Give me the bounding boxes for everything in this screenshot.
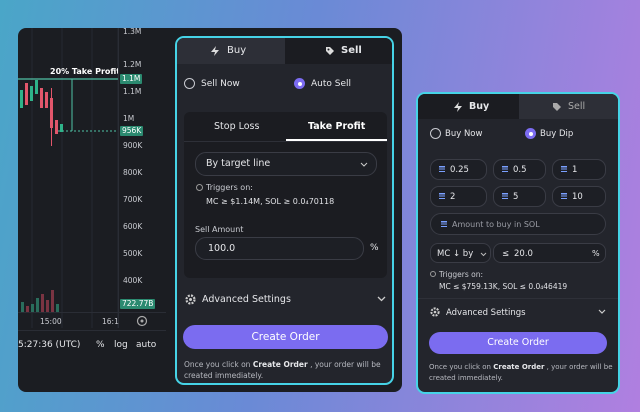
dip-operator: ≤: [502, 249, 510, 259]
note-text: Once you click on: [429, 363, 494, 371]
buy-tab[interactable]: Buy: [177, 38, 285, 64]
gear-icon: [185, 294, 196, 305]
mode-option[interactable]: Auto Sell: [311, 79, 352, 89]
price-label: 600K: [123, 222, 143, 231]
buy-panel: Buy Sell Buy Now Buy Dip 0.25 0.5 1 2 5 …: [416, 92, 620, 394]
info-icon: [196, 184, 203, 191]
triggers-title: Triggers on:: [206, 183, 253, 192]
amount-text: 0.5: [513, 165, 527, 175]
tab-label: Buy: [227, 45, 247, 56]
volume-bars: [21, 290, 59, 312]
time-label: 15:00: [40, 317, 62, 326]
radio[interactable]: [525, 128, 536, 139]
note-text: , your order will be created immediately…: [429, 363, 613, 382]
amount-option[interactable]: 5: [493, 186, 546, 207]
note-bold: Create Order: [493, 363, 545, 371]
mode-option[interactable]: Buy Dip: [540, 129, 574, 139]
divider: [18, 312, 166, 313]
radio[interactable]: [430, 128, 441, 139]
placeholder: Amount to buy in SOL: [452, 220, 540, 229]
amount-text: 0.25: [450, 165, 469, 175]
price-label: 1.3M: [123, 27, 142, 36]
divider: [418, 298, 618, 299]
take-profit-price: 1.1M: [120, 74, 143, 84]
current-price: 956K: [120, 126, 144, 136]
create-order-button[interactable]: Create Order: [183, 325, 388, 349]
auto-toggle[interactable]: auto: [136, 340, 157, 350]
percent-toggle[interactable]: %: [96, 340, 105, 350]
advanced-settings[interactable]: Advanced Settings: [446, 308, 526, 318]
volume-label: 722.77B: [120, 299, 156, 309]
price-label: 1.2M: [123, 60, 142, 69]
info-icon: [430, 271, 436, 277]
chevron[interactable]: [598, 309, 606, 314]
dip-input[interactable]: ≤ 20.0 %: [493, 243, 606, 263]
triggers-title: Triggers on:: [439, 270, 484, 279]
advanced-settings[interactable]: Advanced Settings: [202, 294, 291, 305]
tab-label: Sell: [568, 101, 586, 112]
amount-input[interactable]: Amount to buy in SOL: [430, 213, 606, 235]
mode-option[interactable]: Buy Now: [445, 129, 483, 139]
sell-tab[interactable]: Sell: [285, 38, 392, 64]
tab-label: Sell: [341, 45, 362, 56]
log-toggle[interactable]: log: [114, 340, 128, 350]
sell-tab[interactable]: Sell: [519, 94, 618, 119]
order-card: Stop Loss Take Profit By target line Tri…: [184, 112, 387, 278]
amount-option[interactable]: 0.25: [430, 159, 487, 180]
dip-value: 20.0: [514, 249, 533, 259]
price-label: 1.1M: [123, 87, 142, 96]
radio[interactable]: [184, 78, 195, 89]
mode-option[interactable]: Sell Now: [201, 79, 240, 89]
amount-text: 5: [513, 192, 519, 202]
buy-tab[interactable]: Buy: [418, 94, 519, 119]
subtab[interactable]: Take Profit: [308, 121, 366, 132]
divider: [18, 330, 166, 331]
note: Once you click on Create Order , your or…: [184, 359, 389, 381]
gear-icon: [430, 307, 440, 317]
dropdown-value: By target line: [206, 158, 271, 169]
amount-label: Sell Amount: [195, 225, 244, 234]
tab-label: Buy: [469, 101, 490, 112]
amount-text: 10: [572, 192, 583, 202]
price-label: 900K: [123, 141, 143, 150]
amount-option[interactable]: 10: [552, 186, 606, 207]
amount-value: 100.0: [208, 243, 236, 254]
dropdown[interactable]: By target line: [195, 152, 377, 176]
triggers-text: MC ≥ $1.14M, SOL ≥ 0.0₄70118: [206, 197, 335, 206]
dip-dropdown[interactable]: MC ↓ by: [430, 243, 491, 263]
price-label: 400K: [123, 276, 143, 285]
note-bold: Create Order: [252, 360, 308, 369]
amount-text: 2: [450, 192, 456, 202]
price-label: 1M: [123, 114, 135, 123]
radio[interactable]: [294, 78, 305, 89]
triggers-text: MC ≤ $759.13K, SOL ≤ 0.0₄46419: [439, 282, 568, 291]
dip-unit: %: [592, 249, 600, 258]
chevron[interactable]: [377, 296, 386, 302]
amount-option[interactable]: 2: [430, 186, 487, 207]
amount-unit: %: [370, 243, 379, 253]
create-order-button[interactable]: Create Order: [429, 332, 607, 354]
note-text: , your order will be created immediately…: [184, 360, 381, 380]
note-text: Once you click on: [184, 360, 253, 369]
amount-input[interactable]: 100.0: [195, 237, 364, 260]
candles: [20, 80, 63, 146]
price-label: 800K: [123, 168, 143, 177]
take-profit-label: 20% Take Profit: [50, 67, 121, 76]
subtab-underline: [286, 139, 387, 141]
time-label: 16:1: [102, 317, 119, 326]
price-label: 500K: [123, 249, 143, 258]
sell-panel: Buy Sell Sell Now Auto Sell Stop Loss Ta…: [175, 36, 394, 385]
amount-option[interactable]: 0.5: [493, 159, 546, 180]
clock: 5:27:36 (UTC): [18, 340, 81, 350]
chart-settings-icon[interactable]: [136, 315, 148, 327]
dip-dropdown-value: MC ↓ by: [437, 249, 474, 259]
divider: [184, 141, 387, 142]
amount-option[interactable]: 1: [552, 159, 606, 180]
price-label: 700K: [123, 195, 143, 204]
amount-text: 1: [572, 165, 578, 175]
subtab[interactable]: Stop Loss: [214, 121, 260, 132]
note: Once you click on Create Order , your or…: [429, 362, 614, 384]
